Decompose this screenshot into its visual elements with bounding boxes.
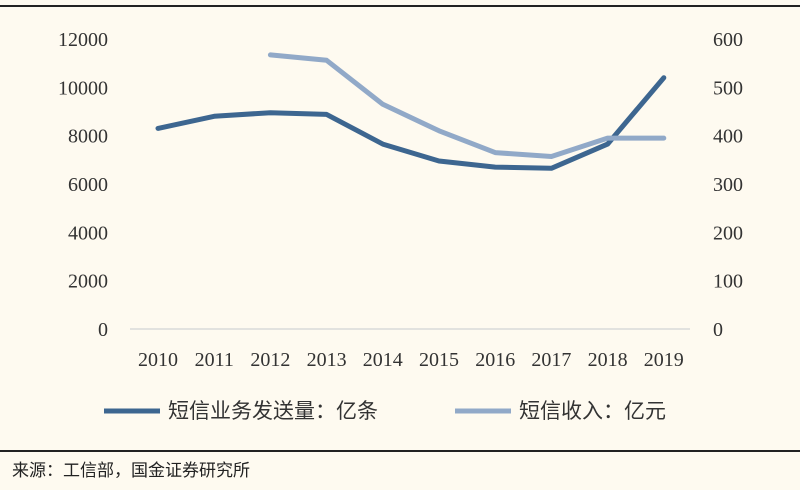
x-tick-label: 2017 <box>531 349 571 371</box>
x-tick-label: 2019 <box>644 349 684 371</box>
left-tick-label: 4000 <box>68 222 108 244</box>
x-axis-ticks: 2010 2011 2012 2013 2014 2015 2016 2017 2018 2019 <box>138 349 684 371</box>
left-tick-label: 10000 <box>58 77 108 99</box>
x-tick-label: 2015 <box>419 349 459 371</box>
series-line-2 <box>267 52 667 159</box>
right-tick-label: 300 <box>713 174 743 196</box>
right-axis-ticks: 0 100 200 300 400 500 600 <box>713 29 743 341</box>
x-tick-label: 2011 <box>195 349 234 371</box>
left-tick-label: 6000 <box>68 174 108 196</box>
left-axis-ticks: 0 2000 4000 6000 8000 10000 12000 <box>58 29 108 341</box>
x-tick-label: 2014 <box>363 349 403 371</box>
legend-label-2: 短信收入：亿元 <box>519 399 666 423</box>
right-tick-label: 0 <box>713 319 723 341</box>
right-tick-label: 500 <box>713 77 743 99</box>
source-note: 来源：工信部，国金证券研究所 <box>12 461 250 481</box>
right-tick-label: 100 <box>713 271 743 293</box>
legend: 短信业务发送量：亿条 短信收入：亿元 <box>104 399 666 423</box>
left-tick-label: 8000 <box>68 126 108 148</box>
right-tick-label: 200 <box>713 222 743 244</box>
left-tick-label: 0 <box>98 319 108 341</box>
series-lines <box>155 52 667 171</box>
left-tick-label: 2000 <box>68 271 108 293</box>
x-tick-label: 2016 <box>475 349 515 371</box>
series-line-1 <box>155 75 667 171</box>
x-tick-label: 2012 <box>250 349 290 371</box>
right-tick-label: 400 <box>713 126 743 148</box>
right-tick-label: 600 <box>713 29 743 51</box>
x-tick-label: 2018 <box>588 349 628 371</box>
x-tick-label: 2010 <box>138 349 178 371</box>
legend-label-1: 短信业务发送量：亿条 <box>168 399 378 423</box>
x-tick-label: 2013 <box>307 349 347 371</box>
left-tick-label: 12000 <box>58 29 108 51</box>
